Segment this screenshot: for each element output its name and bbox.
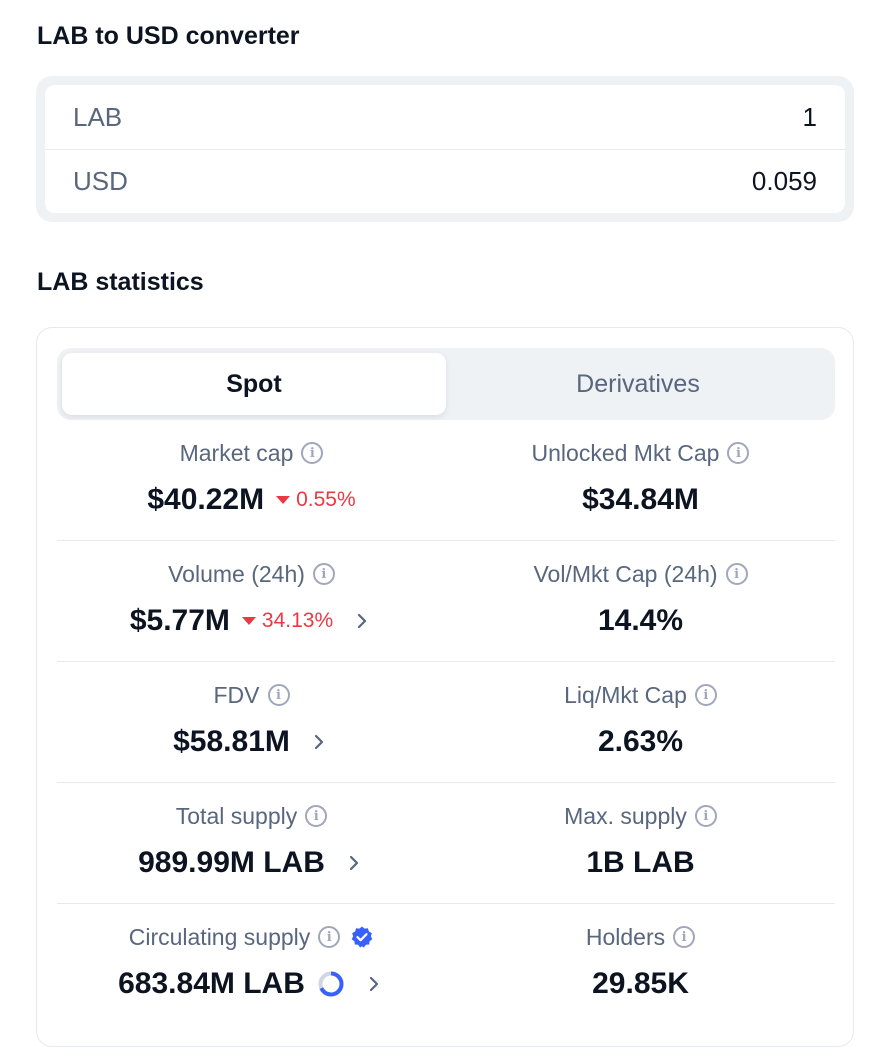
stat-row-fdv: FDV i $58.81M Liq/Mkt Cap i 2.63% (57, 662, 835, 783)
stat-value-wrap: $58.81M (173, 722, 330, 762)
stat-value-wrap: 2.63% (598, 722, 683, 762)
stat-row-volume: Volume (24h) i $5.77M 34.13% Vol/Mkt Cap… (57, 541, 835, 662)
stat-label-wrap: Total supply i (175, 801, 328, 831)
lab-currency-label: LAB (73, 101, 123, 132)
stat-label-wrap: Circulating supply i (129, 922, 375, 952)
stat-fdv[interactable]: FDV i $58.81M (57, 662, 446, 782)
usd-amount-field[interactable]: USD 0.059 (45, 149, 845, 213)
statistics-card: Spot Derivatives Market cap i $40.22M 0.… (36, 327, 854, 1047)
info-icon[interactable]: i (673, 926, 696, 948)
tab-derivatives[interactable]: Derivatives (576, 369, 700, 398)
stat-label-wrap: Holders i (585, 922, 696, 952)
chevron-right-icon[interactable] (343, 852, 365, 874)
usd-amount-input[interactable]: 0.059 (751, 166, 817, 196)
stat-row-supply: Total supply i 989.99M LAB Max. supply i… (57, 783, 835, 904)
stat-unlocked-mkt-cap: Unlocked Mkt Cap i $34.84M (446, 420, 835, 540)
liq-mkt-cap-value: 2.63% (597, 725, 684, 758)
unlocked-mkt-cap-label: Unlocked Mkt Cap (531, 439, 720, 466)
converter-panel: LAB 1 USD 0.059 (36, 76, 854, 222)
lab-amount-field[interactable]: LAB 1 (45, 85, 845, 149)
stat-label-wrap: Volume (24h) i (168, 559, 335, 589)
stat-value-wrap: 29.85K (592, 964, 689, 1004)
circulating-supply-label: Circulating supply (128, 923, 311, 950)
verified-badge-icon (351, 926, 373, 948)
volume-value: $5.77M (129, 604, 230, 637)
info-icon[interactable]: i (312, 563, 335, 585)
fdv-value: $58.81M (173, 725, 290, 758)
stat-label-wrap: FDV i (214, 680, 290, 710)
info-icon[interactable]: i (694, 805, 717, 827)
progress-ring-icon (318, 971, 344, 997)
stat-label-wrap: Liq/Mkt Cap i (564, 680, 717, 710)
max-supply-label: Max. supply (564, 802, 687, 829)
total-supply-value: 989.99M LAB (138, 846, 325, 879)
info-icon[interactable]: i (694, 684, 717, 706)
fdv-label: FDV (213, 681, 260, 708)
converter-title: LAB to USD converter (37, 22, 300, 50)
stat-max-supply: Max. supply i 1B LAB (446, 783, 835, 903)
info-icon[interactable]: i (267, 684, 290, 706)
vol-mkt-cap-value: 14.4% (597, 604, 684, 637)
stat-vol-mkt-cap: Vol/Mkt Cap (24h) i 14.4% (446, 541, 835, 661)
stat-row-market-cap: Market cap i $40.22M 0.55% Unlocked Mkt … (57, 420, 835, 541)
usd-currency-label: USD (73, 166, 128, 196)
market-type-tabs: Spot Derivatives (57, 348, 835, 420)
stat-market-cap: Market cap i $40.22M 0.55% (57, 420, 446, 540)
market-cap-change: 0.55% (276, 488, 356, 512)
unlocked-mkt-cap-value: $34.84M (582, 483, 699, 516)
stat-value-wrap: 683.84M LAB (118, 964, 385, 1004)
holders-label: Holders (585, 923, 666, 950)
info-icon[interactable]: i (725, 563, 748, 585)
stat-value-wrap: 1B LAB (586, 843, 694, 883)
stat-value-wrap: $34.84M (582, 480, 699, 520)
stat-value-wrap: $40.22M 0.55% (147, 480, 355, 520)
stat-value-wrap: $5.77M 34.13% (130, 601, 373, 641)
vol-mkt-cap-label: Vol/Mkt Cap (24h) (533, 560, 718, 587)
stat-label-wrap: Unlocked Mkt Cap i (532, 438, 750, 468)
circulating-supply-value: 683.84M LAB (118, 967, 305, 1000)
stat-circulating-supply[interactable]: Circulating supply i 683.84M LAB (57, 904, 446, 1025)
volume-change-value: 34.13% (261, 609, 334, 632)
lab-amount-input[interactable]: 1 (802, 101, 817, 132)
info-icon[interactable]: i (318, 926, 341, 948)
stat-total-supply[interactable]: Total supply i 989.99M LAB (57, 783, 446, 903)
stat-value-wrap: 989.99M LAB (138, 843, 365, 883)
converter-inputs: LAB 1 USD 0.059 (45, 85, 845, 213)
stat-volume-24h[interactable]: Volume (24h) i $5.77M 34.13% (57, 541, 446, 661)
volume-change: 34.13% (241, 609, 334, 633)
stat-value-wrap: 14.4% (598, 601, 683, 641)
stat-holders: Holders i 29.85K (446, 904, 835, 1025)
max-supply-value: 1B LAB (586, 846, 695, 879)
stat-label-wrap: Max. supply i (564, 801, 717, 831)
volume-label: Volume (24h) (168, 560, 305, 587)
caret-down-icon (241, 617, 256, 625)
stat-liq-mkt-cap: Liq/Mkt Cap i 2.63% (446, 662, 835, 782)
holders-value: 29.85K (592, 967, 689, 1000)
liq-mkt-cap-label: Liq/Mkt Cap (564, 681, 687, 708)
total-supply-label: Total supply (175, 802, 298, 829)
info-icon[interactable]: i (301, 442, 324, 464)
info-icon[interactable]: i (727, 442, 750, 464)
caret-down-icon (276, 496, 291, 504)
statistics-title: LAB statistics (37, 268, 204, 296)
stat-label-wrap: Market cap i (180, 438, 324, 468)
info-icon[interactable]: i (305, 805, 328, 827)
market-cap-value: $40.22M (147, 483, 265, 516)
chevron-right-icon[interactable] (363, 973, 385, 995)
chevron-right-icon[interactable] (351, 610, 373, 632)
tab-spot[interactable]: Spot (62, 353, 446, 415)
market-cap-label: Market cap (179, 439, 294, 466)
stat-label-wrap: Vol/Mkt Cap (24h) i (533, 559, 748, 589)
market-cap-change-value: 0.55% (296, 488, 356, 511)
chevron-right-icon[interactable] (308, 731, 330, 753)
stat-row-circulating: Circulating supply i 683.84M LAB Holders (57, 904, 835, 1025)
